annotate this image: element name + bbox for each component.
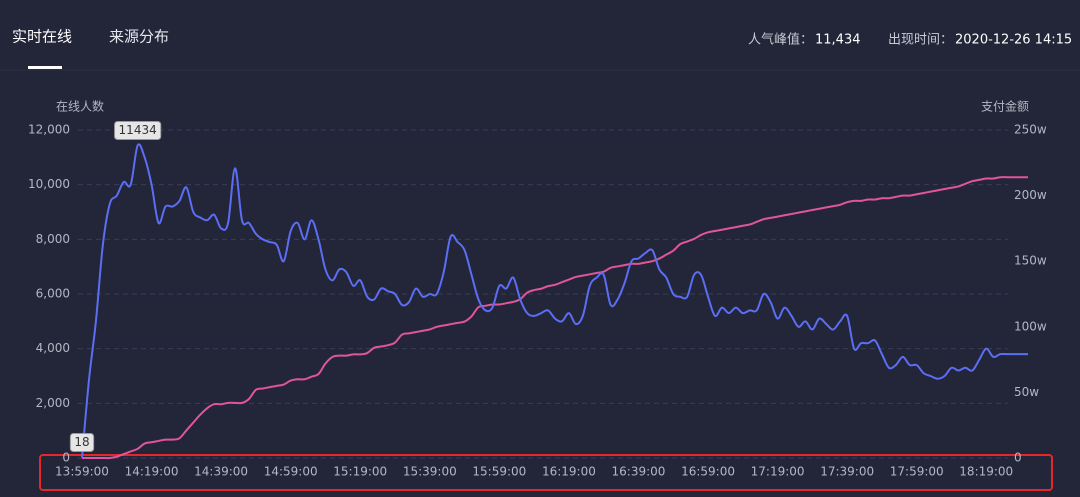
tab-underline xyxy=(28,66,62,69)
y-tick-label: 6,000 xyxy=(36,287,70,301)
y-axis-label: 在线人数 xyxy=(56,99,104,114)
time-value: 2020-12-26 14:15 xyxy=(955,33,1072,48)
y2-tick-label: 250w xyxy=(1014,123,1047,137)
peak-label: 人气峰值： xyxy=(748,32,813,48)
y2-axis-label: 支付金额 xyxy=(981,99,1029,114)
y2-tick-label: 100w xyxy=(1014,319,1047,333)
data-label: 18 xyxy=(69,433,95,453)
y-tick-label: 0 xyxy=(62,451,70,465)
y-tick-label: 2,000 xyxy=(36,396,70,410)
series-line xyxy=(81,143,1028,458)
x-tick-label: 16:19:00 xyxy=(542,465,596,479)
x-tick-label: 15:19:00 xyxy=(333,465,387,479)
data-label: 11434 xyxy=(114,120,162,140)
x-tick-label: 14:19:00 xyxy=(125,465,179,479)
series-line xyxy=(81,176,1028,460)
tab-active[interactable]: 实时在线 xyxy=(12,28,72,46)
data-label-text: 18 xyxy=(74,435,89,449)
x-tick-label: 16:39:00 xyxy=(612,465,666,479)
x-tick-label: 17:59:00 xyxy=(890,465,944,479)
y2-tick-label: 0 xyxy=(1014,451,1022,465)
y-tick-label: 4,000 xyxy=(36,341,70,355)
x-tick-label: 17:19:00 xyxy=(751,465,805,479)
x-tick-label: 15:59:00 xyxy=(472,465,526,479)
x-tick-label: 15:39:00 xyxy=(403,465,457,479)
peak-value: 11,434 xyxy=(815,33,861,48)
data-label-box xyxy=(69,433,95,453)
y2-tick-label: 200w xyxy=(1014,188,1047,202)
y-tick-label: 10,000 xyxy=(28,177,70,191)
time-label: 出现时间： xyxy=(888,33,953,48)
x-tick-label: 14:39:00 xyxy=(194,465,248,479)
x-tick-label: 17:39:00 xyxy=(820,465,874,479)
x-tick-label: 16:59:00 xyxy=(681,465,735,479)
y2-tick-label: 150w xyxy=(1014,254,1047,268)
y2-tick-label: 50w xyxy=(1014,385,1039,399)
x-tick-label: 13:59:00 xyxy=(55,465,109,479)
x-tick-label: 14:59:00 xyxy=(264,465,318,479)
tab[interactable]: 来源分布 xyxy=(109,28,169,46)
highlight-box xyxy=(39,454,1053,491)
data-label-box xyxy=(114,120,162,140)
x-tick-label: 18:19:00 xyxy=(959,465,1013,479)
data-label-text: 11434 xyxy=(119,123,157,137)
y-tick-label: 12,000 xyxy=(28,123,70,137)
y-tick-label: 8,000 xyxy=(36,232,70,246)
